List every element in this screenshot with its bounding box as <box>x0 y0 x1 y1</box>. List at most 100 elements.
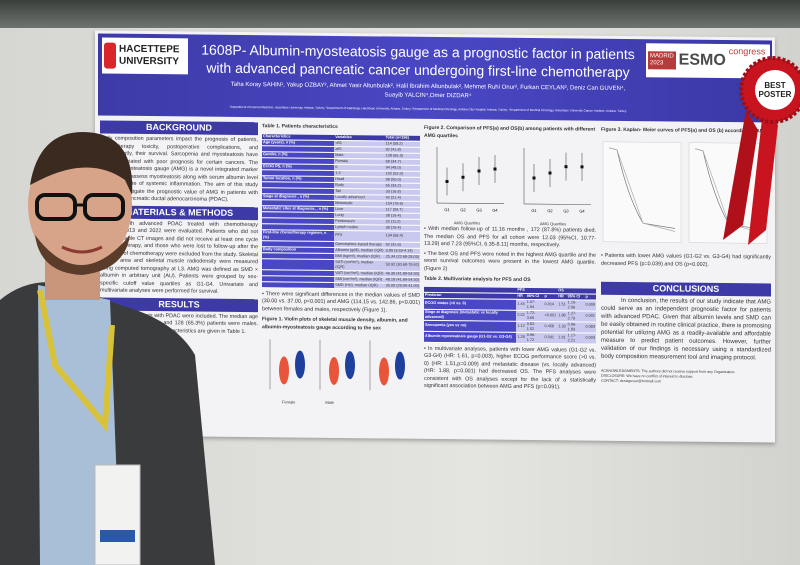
best-poster-rosette: BEST POSTER <box>723 56 800 245</box>
table1-cell: SMD (HU), median (IQR) <box>334 281 385 289</box>
logo-line-1: HACETTEPE <box>119 43 180 56</box>
university-logo: HACETTEPE UNIVERSITY <box>102 37 188 75</box>
poster-authors: Taha Koray SAHIN¹, Yakup OZBAY², Ahmet Y… <box>230 81 626 100</box>
fig2-point <box>493 167 497 171</box>
table2: PFS OS Predictor HR 95% CI p HR 95% CI p ECOG sta… <box>424 286 596 344</box>
fig1-group-female: Female <box>282 398 296 405</box>
table2-cell: 1.12 <box>516 320 526 332</box>
table1-cell: First-line chemotherapy regimen, n (%) <box>262 229 335 241</box>
fig2-tick-label: G4 <box>579 209 585 214</box>
hair <box>30 132 133 195</box>
table1-cell: 25.34 (22.68-28.03) <box>384 253 420 260</box>
table2-cell: 0.96-1.72 <box>525 331 544 344</box>
fig2-tick-label: G4 <box>492 208 498 213</box>
poster-affiliations: ¹Department of Internal Medicine, Hacett… <box>229 104 627 114</box>
fig1-violin <box>379 357 389 386</box>
fig1-violin <box>395 351 405 380</box>
table1-row: SMD (HU), median (IQR) 35.00 (29.00-41.00… <box>262 281 420 289</box>
name-badge <box>94 464 141 565</box>
table1-cell <box>262 258 335 270</box>
fig3-km-curve <box>608 146 676 232</box>
rosette-center <box>755 70 795 110</box>
presenter-person <box>0 132 215 565</box>
table1-cell: Albumin (g/dl), median (IQR) <box>334 246 385 254</box>
table2-cell: 1.61 <box>557 332 567 344</box>
glasses-right <box>83 193 125 221</box>
logo-line-2: UNIVERSITY <box>119 55 180 68</box>
fig2-x-axis <box>524 203 591 205</box>
fig2-tick-label: G1 <box>531 208 537 213</box>
table2-cell: 1.44 <box>516 298 526 310</box>
bullet-followup: • With median follow-up of 11.16 months … <box>424 225 596 249</box>
table2-cell: 1.07-1.94 <box>525 298 544 311</box>
bullet-best: • The best OS and PFS were noted in the … <box>424 250 596 272</box>
table1-cell: VATI (cm²/m²), median (IQR) <box>334 269 385 277</box>
table2-cell: 0.82-1.52 <box>525 320 544 333</box>
contact: CONTACT: denizguven@hotmail.com <box>601 378 662 384</box>
table2-cell: 1.72-3.69 <box>525 309 544 322</box>
table1-cell: 50.92 (30.68-78.62) <box>384 259 420 271</box>
fig2-tick-label: G2 <box>460 207 466 212</box>
table1-cell: BMI (kg/m²), median (IQR) <box>334 252 385 260</box>
table2-cell: 1.27-2.79 <box>566 310 585 322</box>
lanyard <box>37 289 115 433</box>
glasses-left <box>35 193 77 221</box>
fig2-tick-label: G3 <box>476 207 482 212</box>
badge-stripe <box>100 530 135 542</box>
table2-cell: 1.28 <box>516 331 526 343</box>
logo-mark-icon <box>104 42 116 69</box>
table1-cell: 46.39 (41.89-54.50) <box>384 270 420 277</box>
fig3-bullet: • Patients with lower AMG values (G1-G2 … <box>601 252 771 268</box>
table2-cell: 0.96-1.83 <box>566 321 585 333</box>
table2-cell: 0.458 <box>543 321 558 333</box>
table1-cell: 35.00 (29.00-41.00) <box>384 282 420 289</box>
conclusions-heading: CONCLUSIONS <box>601 281 771 297</box>
table1-cell: FFX <box>334 229 385 242</box>
table2-cell: 1.10-2.06 <box>566 299 585 311</box>
fig2-x-axis <box>437 202 504 205</box>
multi-bullet-text: In multivariate analyses, patients with … <box>424 345 596 391</box>
beard <box>35 235 130 275</box>
table2-cell: 1.33 <box>557 321 567 333</box>
fig2-point <box>445 179 449 183</box>
table2-cell: 0.014 <box>543 299 558 311</box>
table2-cell: 1.88 <box>557 310 567 322</box>
table2-cell: 0.091 <box>543 332 558 344</box>
table2-cell: 0.001 <box>584 310 596 322</box>
poster-header: HACETTEPE UNIVERSITY 1608P- Albumin-myost… <box>98 33 772 123</box>
table2-cell: 2.52 <box>516 309 526 321</box>
fig1-violin <box>295 350 305 379</box>
fig1-violin-plots <box>269 339 405 391</box>
fig2-tick-label: G2 <box>547 208 553 213</box>
fig2-point <box>477 169 481 173</box>
table2-cell: 1.17-2.21 <box>566 332 585 344</box>
fig1-caption: Figure 1. Violin plots of skeletal muscl… <box>262 316 408 331</box>
table2-cell: 1.51 <box>557 299 567 311</box>
ribbon-right <box>748 110 778 245</box>
bullet-followup-text: With median follow-up of 11.16 months , … <box>424 225 596 249</box>
table2-cell: 0.009 <box>584 299 596 311</box>
fig2-point <box>461 175 465 179</box>
fig2-point <box>532 176 536 180</box>
table2-cell: Stage at diagnosis (metastatic vs locall… <box>424 308 517 321</box>
conclusions-text: In conclusion, the results of our study … <box>601 297 771 362</box>
table1-cell: 134 (68.4) <box>384 230 420 242</box>
rosette-text-1: BEST <box>764 81 785 90</box>
fig1-violin <box>279 356 289 385</box>
table2-cell: 0.083 <box>584 321 596 333</box>
poster-title: 1608P- Albumin-myosteatosis gauge as a p… <box>201 41 635 81</box>
fig2-point <box>548 171 552 175</box>
sex-bullet: • There were significant differences in … <box>262 290 420 313</box>
fig1-violin <box>345 351 355 380</box>
table2-caption: Table 2. Multivariate analysis for PFS a… <box>424 275 531 284</box>
ceiling <box>0 0 800 28</box>
scientific-poster: HACETTEPE UNIVERSITY 1608P- Albumin-myost… <box>95 30 775 443</box>
table1-caption: Table 1. Patients characteristics <box>262 123 338 130</box>
table1-cell: SATI (cm²/m²), median (IQR) <box>334 258 385 271</box>
table1-cell <box>262 281 335 288</box>
figure2-column: Figure 2. Comparison of PFS(a) and OS(b)… <box>424 122 596 394</box>
fig2-point <box>564 165 568 169</box>
fig2-tick-label: G3 <box>563 208 569 213</box>
fig3-panel <box>602 141 682 243</box>
sex-bullet-text: There were significant differences in th… <box>262 290 420 313</box>
